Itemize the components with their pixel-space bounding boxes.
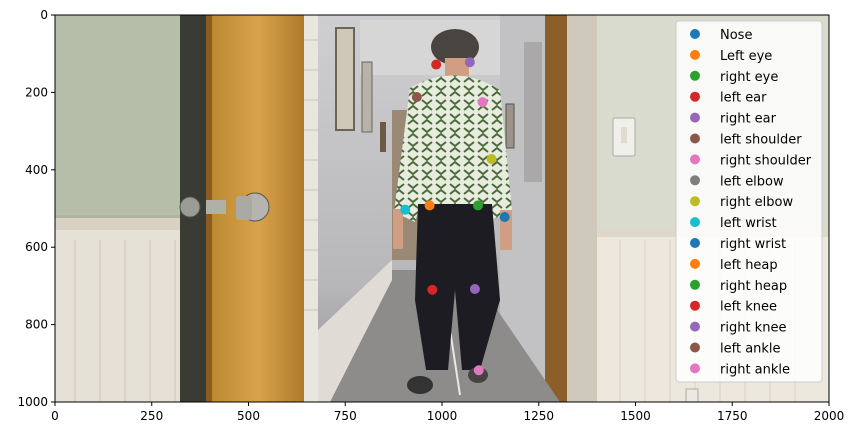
legend-label: right wrist: [720, 237, 786, 252]
y-tick-label: 200: [25, 85, 48, 99]
legend-marker: [690, 258, 700, 269]
legend-marker: [690, 154, 700, 165]
y-tick-label: 1000: [17, 395, 48, 409]
legend-label: left shoulder: [720, 133, 802, 148]
keypoint-right-heap: [472, 200, 483, 211]
keypoints: [400, 57, 510, 376]
legend-marker: [690, 342, 700, 353]
legend-label: left heap: [720, 258, 778, 273]
legend-label: Nose: [720, 28, 752, 43]
legend-marker: [690, 91, 700, 102]
x-tick-label: 1500: [620, 409, 651, 423]
y-axis: 0 200 400 600 800 1000: [17, 8, 55, 409]
legend-label: right ankle: [720, 362, 790, 377]
legend-box: [675, 20, 823, 383]
legend-label: right knee: [720, 321, 786, 336]
legend-label: right shoulder: [720, 153, 812, 168]
y-tick-label: 600: [25, 240, 48, 254]
legend-label: left elbow: [720, 174, 784, 189]
x-tick-label: 1250: [523, 409, 554, 423]
legend-marker: [690, 49, 700, 60]
legend-marker: [690, 70, 700, 81]
legend-marker: [690, 175, 700, 186]
legend-marker: [690, 363, 700, 374]
legend: Nose Left eye right eye left ear right ear le…: [675, 20, 823, 383]
keypoint-right-ear: [464, 57, 475, 68]
legend-label: left wrist: [720, 216, 777, 231]
keypoint-right-elbow: [486, 153, 497, 164]
keypoint-left-knee: [427, 284, 438, 295]
legend-label: right eye: [720, 70, 778, 85]
keypoint-left-shoulder: [411, 92, 422, 103]
keypoint-left-wrist: [400, 204, 411, 215]
legend-marker: [690, 217, 700, 228]
x-tick-label: 0: [51, 409, 59, 423]
legend-label: left ear: [720, 91, 767, 106]
y-tick-label: 0: [40, 8, 48, 22]
x-tick-label: 250: [140, 409, 163, 423]
legend-marker: [690, 321, 700, 332]
legend-label: left ankle: [720, 342, 781, 357]
x-tick-label: 1000: [427, 409, 458, 423]
keypoint-left-heap: [424, 200, 435, 211]
keypoint-right-ankle: [473, 365, 484, 376]
legend-label: right heap: [720, 279, 787, 294]
keypoint-right-shoulder: [477, 97, 488, 108]
legend-label: right elbow: [720, 195, 793, 210]
x-tick-label: 2000: [814, 409, 845, 423]
legend-marker: [690, 29, 700, 39]
x-axis: 0 250 500 750 1000 1250 1500 1750 2000: [51, 402, 844, 423]
legend-marker: [690, 112, 700, 123]
legend-label: Left eye: [720, 49, 772, 64]
legend-marker: [690, 238, 700, 248]
y-tick-label: 400: [25, 163, 48, 177]
legend-marker: [690, 196, 700, 207]
legend-marker: [690, 133, 700, 144]
x-tick-label: 750: [334, 409, 357, 423]
y-tick-label: 800: [25, 318, 48, 332]
keypoint-right-knee: [469, 283, 480, 294]
legend-label: left knee: [720, 300, 777, 315]
legend-label: right ear: [720, 112, 777, 127]
legend-marker: [690, 279, 700, 290]
x-tick-label: 1750: [717, 409, 748, 423]
x-tick-label: 500: [237, 409, 260, 423]
legend-marker: [690, 300, 700, 311]
keypoint-left-ear: [431, 59, 442, 70]
keypoint-right-wrist: [499, 212, 510, 223]
